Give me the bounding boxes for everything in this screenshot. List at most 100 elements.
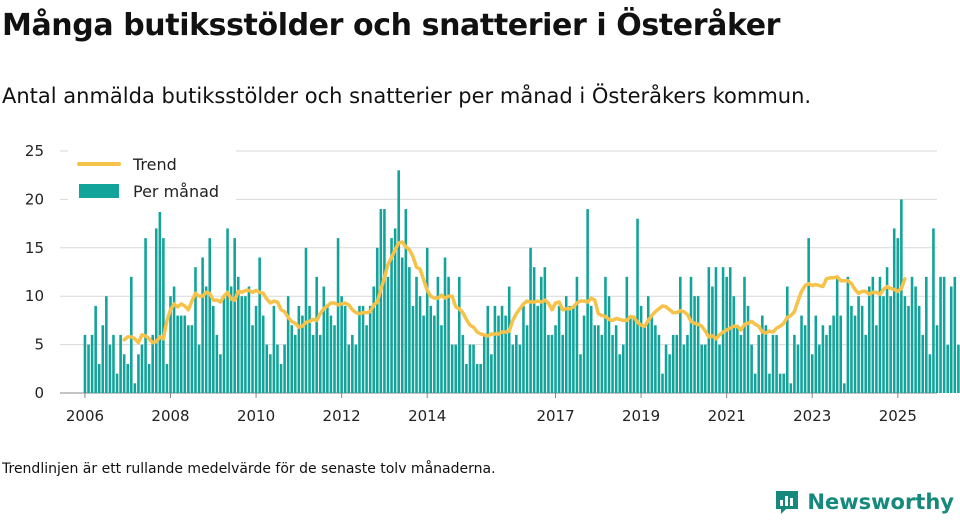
bar [365, 325, 368, 393]
bar [504, 315, 507, 393]
bar [383, 209, 386, 393]
bar [910, 276, 914, 393]
bar [147, 363, 151, 393]
bar [807, 238, 810, 393]
bar [761, 315, 764, 393]
bar [935, 325, 939, 393]
bar [329, 315, 333, 393]
bar [932, 228, 935, 393]
bar [122, 354, 126, 393]
bar [550, 334, 554, 393]
bar [490, 354, 493, 393]
bar [860, 305, 864, 393]
legend-background [68, 150, 236, 212]
bar [83, 334, 87, 393]
bar [796, 344, 800, 393]
bar [376, 247, 379, 393]
bar [785, 286, 789, 393]
bar [568, 305, 572, 393]
bar [557, 305, 561, 393]
bar [800, 315, 803, 393]
bar [497, 315, 500, 393]
bar [707, 267, 711, 393]
bar [336, 238, 340, 393]
bar [290, 325, 294, 393]
x-tick-label: 2025 [879, 407, 917, 425]
bar [892, 228, 896, 393]
bar [87, 344, 90, 393]
bar [857, 296, 860, 393]
bar [821, 325, 825, 393]
bar [137, 354, 140, 393]
bar [162, 238, 165, 393]
x-tick-label: 2019 [622, 407, 660, 425]
bar [461, 334, 465, 393]
brand[interactable]: Newsworthy [773, 488, 954, 516]
bar [422, 315, 425, 393]
bar [183, 315, 187, 393]
bar [693, 296, 696, 393]
bar [269, 354, 272, 393]
bar [536, 305, 539, 393]
y-tick-label: 10 [25, 287, 44, 305]
y-tick-label: 20 [25, 190, 44, 208]
bar [664, 344, 668, 393]
chart-footnote: Trendlinjen är ett rullande medelvärde f… [2, 461, 496, 477]
bar [379, 209, 383, 393]
bar [614, 325, 618, 393]
bar [415, 276, 418, 393]
bar [472, 344, 475, 393]
bar [917, 305, 921, 393]
bar-series [83, 170, 960, 393]
bar [564, 296, 568, 393]
bar [229, 286, 233, 393]
bar [258, 257, 261, 393]
bar [400, 257, 404, 393]
bar [304, 247, 308, 393]
bar [928, 354, 932, 393]
bar [261, 315, 265, 393]
bar [112, 334, 115, 393]
bar [850, 305, 853, 393]
bar [611, 334, 614, 393]
x-tick-label: 2017 [536, 407, 574, 425]
bar [187, 325, 190, 393]
y-tick-label: 15 [25, 239, 44, 257]
bar [775, 334, 778, 393]
bar [793, 334, 796, 393]
bar [436, 276, 440, 393]
bar [700, 344, 703, 393]
trend-line [122, 240, 907, 345]
bar [251, 325, 254, 393]
bar [625, 276, 629, 393]
bar [468, 344, 472, 393]
x-tick-label: 2010 [237, 407, 275, 425]
bar [810, 354, 814, 393]
bar [179, 315, 183, 393]
bar [636, 218, 639, 393]
bar [864, 334, 867, 393]
bar [105, 296, 108, 393]
bar [646, 296, 650, 393]
bar [283, 344, 286, 393]
bar [144, 238, 147, 393]
bar [443, 257, 447, 393]
bar [368, 305, 372, 393]
bar [561, 334, 564, 393]
bar [115, 373, 119, 393]
x-tick-label: 2014 [408, 407, 446, 425]
bar [433, 315, 436, 393]
brand-name: Newsworthy [807, 490, 954, 514]
bar [764, 325, 768, 393]
bar [597, 325, 600, 393]
bar [240, 296, 244, 393]
bar [294, 334, 297, 393]
bar [846, 276, 850, 393]
bar [411, 305, 415, 393]
bar [600, 334, 604, 393]
bar [286, 296, 290, 393]
bar-chart-speech-bubble-icon [776, 491, 799, 514]
bar [208, 238, 212, 393]
bar [190, 325, 194, 393]
